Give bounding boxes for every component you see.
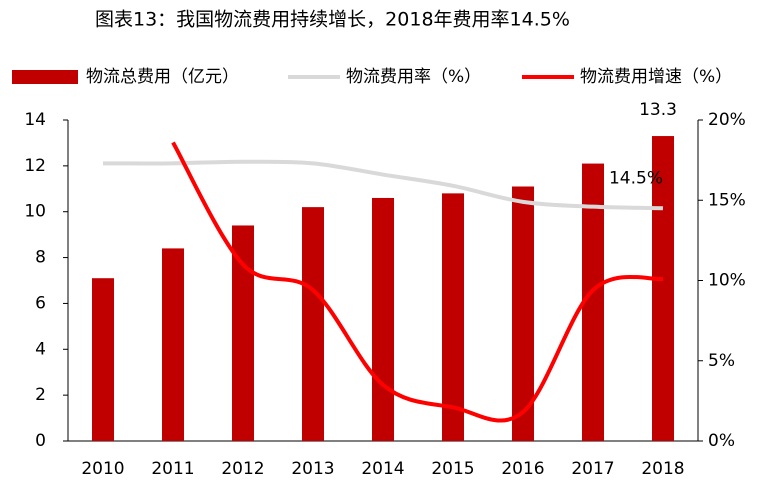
data-label: 13.3 [639,100,677,120]
y-tick-label: 4 [35,339,46,359]
y2-tick-label: 15% [708,190,746,210]
bar [582,163,604,442]
x-tick-label: 2016 [501,459,544,479]
chart-title: 图表13：我国物流费用持续增长，2018年费用率14.5% [95,9,570,31]
legend-label: 物流费用率（%） [346,67,481,87]
line [171,141,664,423]
bar [372,197,394,441]
x-tick-label: 2012 [221,459,264,479]
line [102,159,664,211]
y-tick-label: 2 [35,385,46,405]
bar [162,248,184,441]
data-label: 14.5% [609,168,663,188]
x-tick-label: 2013 [291,459,334,479]
bar [512,186,534,441]
y2-tick-label: 20% [708,110,746,130]
y-tick-label: 10 [24,202,46,222]
legend-label: 物流费用增速（%） [580,67,732,87]
bar [442,193,464,441]
bar [232,225,254,441]
x-tick-label: 2014 [361,459,404,479]
y-tick-label: 0 [35,431,46,451]
legend-label: 物流总费用（亿元） [86,67,239,87]
bar [652,136,674,442]
x-tick-label: 2011 [151,459,194,479]
y-tick-label: 6 [35,293,46,313]
bar [302,207,324,441]
x-tick-label: 2017 [571,459,614,479]
x-tick-label: 2015 [431,459,474,479]
y-tick-label: 12 [24,156,46,176]
x-tick-label: 2018 [641,459,684,479]
bar [92,278,114,441]
y2-tick-label: 0% [708,431,735,451]
legend-swatch [12,70,78,84]
y-tick-label: 14 [24,110,46,130]
x-tick-label: 2010 [81,459,124,479]
y2-tick-label: 5% [708,351,735,371]
y2-tick-label: 10% [708,271,746,291]
y-tick-label: 8 [35,248,46,268]
